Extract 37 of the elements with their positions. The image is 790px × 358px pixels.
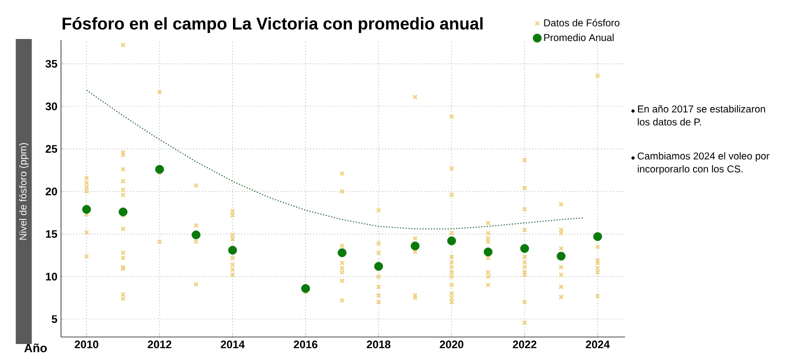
y-tick-label: 35 bbox=[46, 60, 58, 68]
text: En año 2017 se estabilizaron los datos de P. bbox=[638, 105, 766, 126]
point bbox=[228, 246, 237, 255]
point bbox=[192, 230, 200, 240]
point bbox=[484, 248, 493, 256]
point bbox=[118, 208, 128, 216]
x-tick-label: 2018 bbox=[366, 340, 390, 348]
x-axis-title: Año bbox=[24, 344, 47, 352]
point bbox=[520, 244, 530, 253]
y-tick-label: 5 bbox=[52, 315, 58, 323]
point bbox=[301, 284, 310, 293]
chart-title: Fósforo en el campo La Victoria con promedio anual bbox=[62, 17, 483, 33]
point bbox=[410, 242, 420, 250]
x-tick-label: 2012 bbox=[148, 340, 172, 348]
text: Cambiamos 2024 el voleo por incorporarlo con los CS. bbox=[638, 152, 770, 174]
point bbox=[374, 262, 383, 271]
y-tick-label: 15 bbox=[46, 230, 58, 238]
legend-label: Datos de Fósforo bbox=[544, 18, 620, 26]
y-axis-title: Nivel de fósforo (ppm) bbox=[19, 143, 28, 240]
line-series bbox=[86, 90, 584, 230]
point bbox=[338, 248, 346, 258]
point bbox=[155, 164, 164, 174]
x-tick-label: 2020 bbox=[440, 340, 464, 348]
y-tick-label: 10 bbox=[46, 272, 58, 280]
legend-label: Promedio Anual bbox=[544, 34, 614, 42]
y-tick-label: 20 bbox=[46, 188, 58, 196]
x-tick-label: 2024 bbox=[586, 340, 610, 348]
y-tick-label: 25 bbox=[46, 145, 58, 153]
point bbox=[556, 252, 566, 261]
point bbox=[82, 204, 91, 214]
point bbox=[593, 232, 602, 241]
y-tick-label: 30 bbox=[46, 102, 58, 110]
point bbox=[447, 236, 456, 246]
x-tick-label: 2014 bbox=[220, 340, 245, 348]
x-tick-label: 2022 bbox=[512, 340, 536, 348]
x-tick-label: 2010 bbox=[74, 340, 98, 348]
x-tick-label: 2016 bbox=[294, 340, 318, 348]
